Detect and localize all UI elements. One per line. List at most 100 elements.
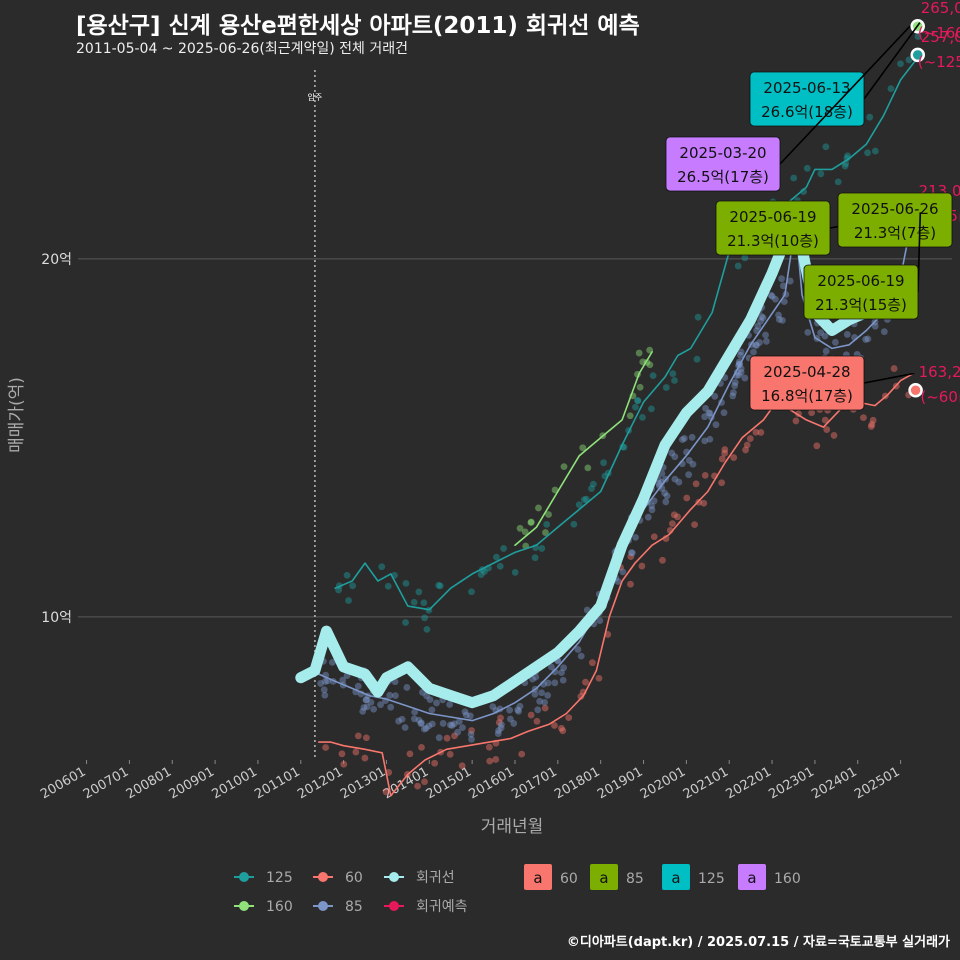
prediction-area-label: (~160㎡) <box>918 24 960 42</box>
scatter-point-s85 <box>551 668 559 676</box>
scatter-point-s85 <box>701 437 709 445</box>
scatter-point-s60 <box>808 409 816 417</box>
credit-line: ©디아파트(dapt.kr) / 2025.07.15 / 자료=국토교통부 실… <box>566 935 950 950</box>
scatter-point-s60 <box>361 754 369 762</box>
scatter-point-s125 <box>694 313 702 321</box>
prediction-value-label: 265,000 <box>921 0 960 17</box>
scatter-point-s125 <box>600 459 607 467</box>
scatter-point-s60 <box>659 556 666 564</box>
scatter-point-s85 <box>467 730 475 738</box>
scatter-point-s125 <box>468 588 475 596</box>
x-axis-title: 거래년월 <box>481 817 544 837</box>
scatter-point-s160 <box>516 524 524 532</box>
scatter-point-s85 <box>688 433 696 441</box>
scatter-point-s85 <box>661 489 669 497</box>
scatter-point-s160 <box>560 463 568 471</box>
y-axis-title: 매매가(억) <box>7 377 27 453</box>
scatter-point-s125 <box>511 568 519 576</box>
legend-key-dot <box>239 872 249 882</box>
legend-box-swatch <box>590 864 618 890</box>
scatter-point-s85 <box>417 720 425 727</box>
scatter-point-s85 <box>662 498 670 506</box>
scatter-point-s125 <box>343 571 351 579</box>
chart-subtitle: 2011-05-04 ~ 2025-06-26(최근계약일) 전체 거래건 <box>76 41 408 57</box>
scatter-point-s85 <box>706 435 714 443</box>
scatter-point-s85 <box>514 706 522 714</box>
scatter-point-s125 <box>671 377 678 384</box>
legend-box-label: 125 <box>698 871 725 887</box>
scatter-point-s85 <box>671 475 679 483</box>
scatter-point-s85 <box>862 336 870 343</box>
scatter-point-s85 <box>644 513 652 521</box>
scatter-point-s60 <box>701 471 709 479</box>
x-tick-label: 202101 <box>681 764 731 802</box>
scatter-point-s125 <box>335 586 342 594</box>
scatter-point-s160 <box>527 518 535 526</box>
legend-label: 85 <box>345 899 363 915</box>
scatter-point-s85 <box>544 692 552 699</box>
legend-key-dot <box>318 872 328 882</box>
scatter-point-s60 <box>692 480 700 488</box>
scatter-point-s85 <box>417 719 425 727</box>
scatter-point-s85 <box>650 497 658 505</box>
scatter-point-s125 <box>790 174 798 182</box>
scatter-point-s85 <box>328 658 336 666</box>
scatter-point-s85 <box>428 720 436 728</box>
scatter-point-s125 <box>803 164 811 172</box>
scatter-point-s85 <box>497 724 505 732</box>
scatter-point-s60 <box>541 704 549 712</box>
scatter-point-s125 <box>669 370 677 378</box>
prediction-point <box>908 382 923 398</box>
scatter-point-s85 <box>648 506 656 514</box>
scatter-point-s85 <box>681 434 688 442</box>
series-line-s60 <box>318 372 915 797</box>
scatter-point-s85 <box>468 735 475 743</box>
scatter-point-s85 <box>541 698 548 706</box>
scatter-point-s85 <box>459 724 466 732</box>
legend-box-swatch <box>524 864 552 890</box>
scatter-point-s125 <box>436 582 444 590</box>
scatter-point-s60 <box>869 416 877 424</box>
scatter-point-s160 <box>521 528 529 536</box>
scatter-point-s85 <box>871 322 879 330</box>
scatter-point-s60 <box>813 442 821 450</box>
scatter-point-s125 <box>734 262 742 270</box>
scatter-point-s85 <box>423 692 430 700</box>
scatter-point-s60 <box>495 719 503 726</box>
scatter-point-s60 <box>352 748 360 756</box>
scatter-point-s85 <box>779 317 786 324</box>
x-tick-label: 201801 <box>552 764 602 802</box>
scatter-point-s85 <box>705 409 713 417</box>
callout-date: 2025-03-20 <box>679 144 766 162</box>
scatter-point-s85 <box>596 617 604 624</box>
scatter-point-s85 <box>675 478 683 486</box>
scatter-point-s125 <box>866 113 874 121</box>
scatter-point-s60 <box>382 788 390 796</box>
legend-box-swatch <box>738 864 766 890</box>
x-tick-label: 202501 <box>852 764 902 802</box>
scatter-point-s85 <box>425 722 433 730</box>
scatter-point-s85 <box>786 277 794 285</box>
scatter-point-s125 <box>647 405 655 413</box>
scatter-point-s85 <box>548 663 555 671</box>
scatter-point-s85 <box>752 341 760 349</box>
scatter-point-s60 <box>486 757 494 765</box>
scatter-point-s85 <box>754 322 762 330</box>
scatter-point-s85 <box>395 717 403 725</box>
scatter-point-s85 <box>529 675 536 683</box>
x-tick-label: 201501 <box>424 764 474 802</box>
scatter-point-s125 <box>384 582 392 590</box>
prediction-value-label: 257,000 <box>921 28 960 46</box>
scatter-point-s85 <box>411 708 419 716</box>
x-tick-label: 201601 <box>467 764 517 802</box>
legend-box-label: 160 <box>774 871 801 887</box>
scatter-point-s85 <box>531 690 539 698</box>
scatter-point-s85 <box>420 725 428 733</box>
scatter-point-s160 <box>635 349 643 357</box>
x-tick-label: 200701 <box>81 764 131 802</box>
scatter-point-s85 <box>701 413 709 421</box>
scatter-point-s85 <box>737 368 745 376</box>
scatter-point-s85 <box>558 669 565 677</box>
scatter-point-s60 <box>322 744 330 751</box>
